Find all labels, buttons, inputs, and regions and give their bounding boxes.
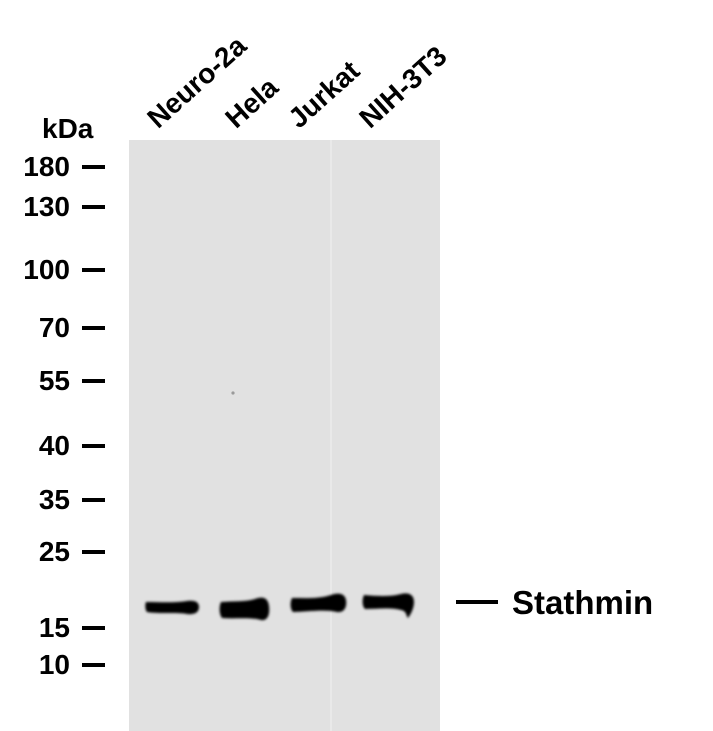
marker-55: 55	[0, 364, 110, 398]
marker-100: 100	[0, 253, 110, 287]
marker-tick	[82, 326, 105, 330]
marker-tick	[82, 550, 105, 554]
marker-label: 15	[38, 612, 70, 643]
marker-tick	[82, 663, 105, 667]
marker-label: 180	[23, 151, 70, 182]
marker-label: 40	[38, 430, 70, 461]
membrane-background	[129, 140, 440, 731]
membrane-speck	[231, 391, 235, 395]
marker-label: 100	[23, 254, 70, 285]
units-label: kDa	[42, 113, 94, 144]
marker-tick	[82, 205, 105, 209]
band-jurkat	[290, 593, 347, 613]
marker-40: 40	[0, 429, 110, 463]
marker-tick	[82, 379, 105, 383]
marker-label: 10	[38, 649, 70, 680]
target-label-stathmin: Stathmin	[512, 584, 654, 621]
marker-tick	[82, 626, 105, 630]
marker-130: 130	[0, 190, 110, 224]
band-nih-3t3	[362, 593, 414, 618]
marker-label: 25	[38, 536, 70, 567]
lane-label-nih-3t3: NIH-3T3	[353, 40, 453, 135]
lane-label-hela: Hela	[219, 71, 284, 134]
marker-tick	[82, 268, 105, 272]
marker-label: 55	[38, 365, 70, 396]
marker-tick	[82, 444, 105, 448]
marker-25: 25	[0, 535, 110, 569]
target-indicator-line	[456, 600, 498, 604]
marker-tick	[82, 165, 105, 169]
marker-label: 130	[23, 191, 70, 222]
lane-label-jurkat: Jurkat	[282, 54, 366, 134]
marker-35: 35	[0, 483, 110, 517]
marker-70: 70	[0, 311, 110, 345]
marker-tick	[82, 498, 105, 502]
marker-label: 35	[38, 484, 70, 515]
band-neuro-2a	[145, 600, 199, 615]
blot-membrane	[129, 140, 440, 731]
band-hela	[219, 597, 270, 621]
marker-10: 10	[0, 648, 110, 682]
marker-label: 70	[38, 312, 70, 343]
marker-180: 180	[0, 150, 110, 184]
marker-15: 15	[0, 611, 110, 645]
